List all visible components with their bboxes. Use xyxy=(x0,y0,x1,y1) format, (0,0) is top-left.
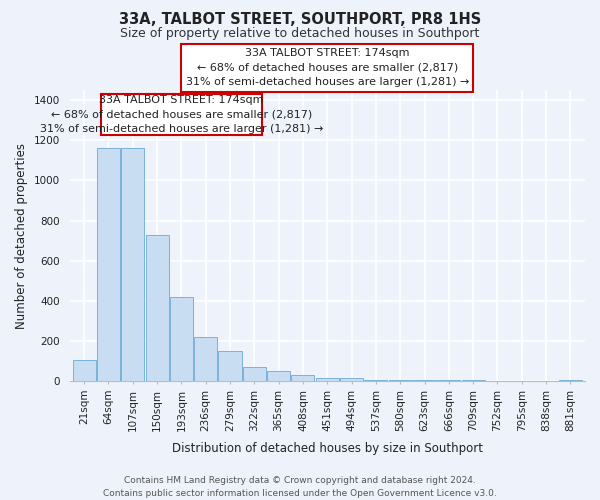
Bar xyxy=(364,380,388,381)
Text: 33A, TALBOT STREET, SOUTHPORT, PR8 1HS: 33A, TALBOT STREET, SOUTHPORT, PR8 1HS xyxy=(119,12,481,28)
Bar xyxy=(340,378,363,381)
Text: Contains HM Land Registry data © Crown copyright and database right 2024.
Contai: Contains HM Land Registry data © Crown c… xyxy=(103,476,497,498)
Bar xyxy=(461,380,485,381)
Bar xyxy=(389,380,412,381)
Bar xyxy=(437,380,460,381)
Text: 33A TALBOT STREET: 174sqm
← 68% of detached houses are smaller (2,817)
31% of se: 33A TALBOT STREET: 174sqm ← 68% of detac… xyxy=(40,96,323,134)
Bar xyxy=(194,337,217,381)
Bar xyxy=(97,148,120,381)
Bar xyxy=(101,94,262,136)
Bar xyxy=(146,234,169,381)
Bar xyxy=(243,366,266,381)
Text: 33A TALBOT STREET: 174sqm
← 68% of detached houses are smaller (2,817)
31% of se: 33A TALBOT STREET: 174sqm ← 68% of detac… xyxy=(185,48,469,87)
Bar xyxy=(316,378,339,381)
Bar xyxy=(121,148,144,381)
Bar xyxy=(292,374,314,381)
Bar xyxy=(218,352,242,381)
Bar xyxy=(559,380,582,381)
Text: Size of property relative to detached houses in Southport: Size of property relative to detached ho… xyxy=(121,28,479,40)
Y-axis label: Number of detached properties: Number of detached properties xyxy=(15,142,28,328)
Bar xyxy=(267,371,290,381)
Bar xyxy=(413,380,436,381)
Bar xyxy=(73,360,95,381)
Bar xyxy=(170,297,193,381)
X-axis label: Distribution of detached houses by size in Southport: Distribution of detached houses by size … xyxy=(172,442,483,455)
